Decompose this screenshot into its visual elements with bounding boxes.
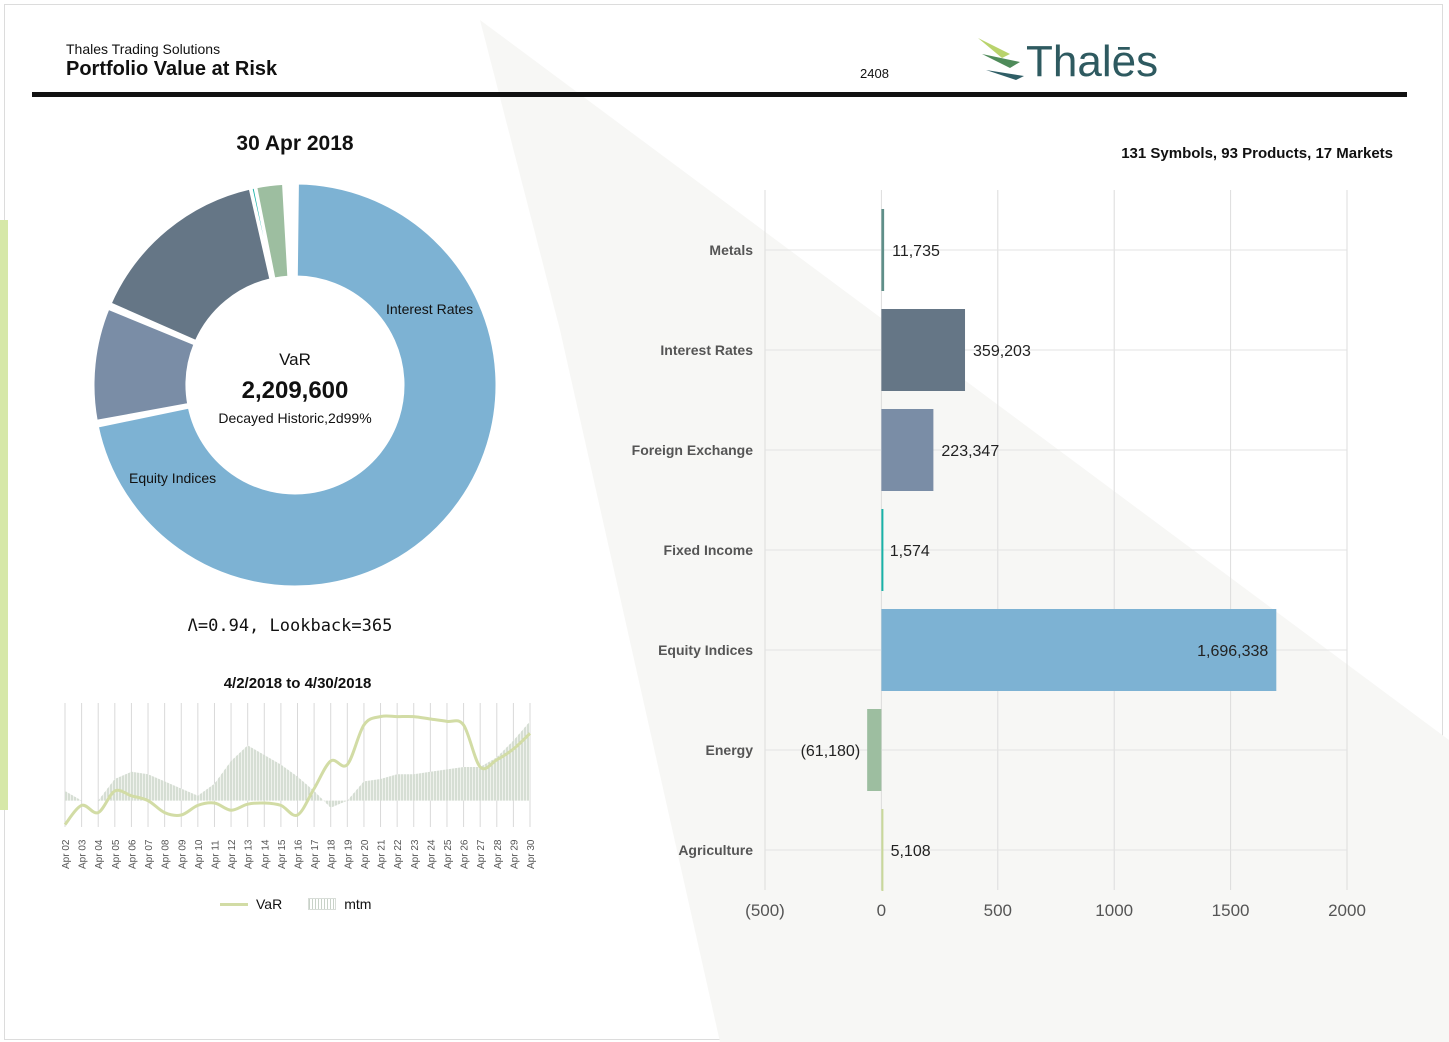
bar-value-label: 11,735 — [892, 243, 940, 260]
legend-mtm-swatch — [308, 898, 337, 910]
logo-leaf-icon — [978, 38, 1010, 58]
trend-x-tick-label: Apr 26 — [460, 839, 471, 869]
header-rule — [32, 92, 1407, 97]
donut-slice-foreign-exchange — [91, 306, 198, 424]
trend-x-tick-label: Apr 03 — [78, 839, 89, 869]
trend-series-mtm — [65, 721, 530, 808]
trend-x-tick-label: Apr 06 — [127, 839, 138, 869]
company-name: Thales Trading Solutions — [66, 41, 221, 57]
bar-category-label: Energy — [706, 742, 754, 758]
bar-x-tick-label: 1500 — [1212, 901, 1250, 920]
bar-x-tick-label: 2000 — [1328, 901, 1366, 920]
trend-x-tick-label: Apr 28 — [493, 839, 504, 869]
trend-x-tick-label: Apr 22 — [393, 839, 404, 869]
report-code: 2408 — [860, 66, 889, 81]
thales-logo: Thalēs — [978, 37, 1158, 84]
bar-category-label: Interest Rates — [660, 342, 753, 358]
bar-x-tick-label: 0 — [877, 901, 886, 920]
bar-category-label: Foreign Exchange — [632, 442, 754, 458]
trend-x-tick-label: Apr 02 — [61, 839, 72, 869]
portfolio-summary: 131 Symbols, 93 Products, 17 Markets — [1121, 145, 1393, 162]
trend-x-tick-label: Apr 19 — [343, 839, 354, 869]
bar-x-tick-label: (500) — [745, 901, 785, 920]
trend-chart-title: 4/2/2018 to 4/30/2018 — [223, 675, 372, 692]
trend-x-tick-label: Apr 18 — [327, 839, 338, 869]
trend-x-tick-label: Apr 16 — [294, 839, 305, 869]
logo-text: Thalēs — [1026, 37, 1158, 84]
donut-slice-metals — [289, 181, 296, 279]
bar-category-label: Fixed Income — [664, 542, 754, 558]
bar-equity-indices — [881, 609, 1277, 691]
trend-x-tick-label: Apr 14 — [260, 839, 271, 869]
var-donut-chart — [91, 181, 499, 589]
trend-x-tick-label: Apr 20 — [360, 839, 371, 869]
bar-value-label: 359,203 — [973, 343, 1031, 360]
trend-x-tick-label: Apr 05 — [111, 839, 122, 869]
var-method: Decayed Historic,2d99% — [218, 410, 372, 426]
bar-value-label: 1,696,338 — [1197, 643, 1268, 660]
bar-category-label: Agriculture — [678, 842, 753, 858]
bar-agriculture — [881, 809, 884, 891]
bar-value-label: (61,180) — [801, 743, 861, 760]
bar-foreign-exchange — [881, 409, 934, 491]
trend-x-tick-label: Apr 10 — [194, 839, 205, 869]
slice-label-equity-indices: Equity Indices — [129, 470, 217, 486]
bar-energy — [867, 709, 882, 791]
trend-legend: VaR mtm — [220, 896, 371, 912]
trend-grid — [64, 703, 531, 827]
bar-value-label: 1,574 — [890, 543, 930, 560]
slice-label-interest-rates: Interest Rates — [386, 301, 474, 317]
donut-slice-agriculture — [284, 181, 293, 279]
trend-x-tick-label: Apr 13 — [244, 839, 255, 869]
trend-x-tick-label: Apr 12 — [227, 839, 238, 869]
bar-x-tick-label: 500 — [984, 901, 1012, 920]
bar-interest-rates — [881, 309, 966, 391]
trend-x-tick-label: Apr 23 — [410, 839, 421, 869]
trend-x-tick-label: Apr 08 — [161, 839, 172, 869]
trend-series-var — [63, 714, 532, 826]
bar-x-tick-label: 1000 — [1095, 901, 1133, 920]
var-total-value: 2,209,600 — [241, 377, 349, 404]
legend-mtm-label: mtm — [344, 896, 372, 912]
bar-value-label: 223,347 — [941, 443, 999, 460]
bar-category-label: Metals — [709, 242, 753, 258]
bar-fixed-income — [881, 509, 884, 591]
trend-x-tick-label: Apr 25 — [443, 839, 454, 869]
trend-x-tick-label: Apr 04 — [94, 839, 105, 869]
var-trend-chart: Apr 02 Apr 03 Apr 04 Apr 05 Apr 06 Apr 07 Apr … — [61, 703, 537, 869]
trend-x-tick-label: Apr 11 — [210, 840, 221, 869]
trend-x-tick-label: Apr 24 — [426, 839, 437, 869]
bar-value-label: 5,108 — [891, 843, 931, 860]
donut-slice-equity-indices — [95, 181, 499, 589]
trend-x-tick-label: Apr 15 — [277, 839, 288, 869]
trend-x-tick-label: Apr 30 — [526, 839, 537, 869]
trend-x-tick-label: Apr 29 — [509, 839, 520, 869]
accent-bar — [0, 220, 8, 810]
bar-category-label: Equity Indices — [658, 642, 753, 658]
bar-grid — [764, 190, 1348, 890]
trend-x-tick-label: Apr 07 — [144, 839, 155, 869]
var-parameters: Λ=0.94, Lookback=365 — [187, 616, 393, 636]
legend-var-label: VaR — [256, 896, 283, 912]
trend-x-tick-label: Apr 09 — [177, 839, 188, 869]
trend-x-tick-label: Apr 17 — [310, 839, 321, 869]
report-title: Portfolio Value at Risk — [66, 58, 278, 80]
var-label: VaR — [279, 350, 311, 369]
donut-date-title: 30 Apr 2018 — [236, 132, 354, 155]
trend-x-tick-label: Apr 27 — [476, 839, 487, 869]
bar-metals — [881, 209, 885, 291]
market-var-bar-chart: (500) 0 500 1000 1500 2000 Metals 11,735 Interes… — [632, 190, 1366, 920]
trend-x-tick-label: Apr 21 — [377, 839, 388, 869]
legend-var-swatch — [220, 902, 248, 906]
